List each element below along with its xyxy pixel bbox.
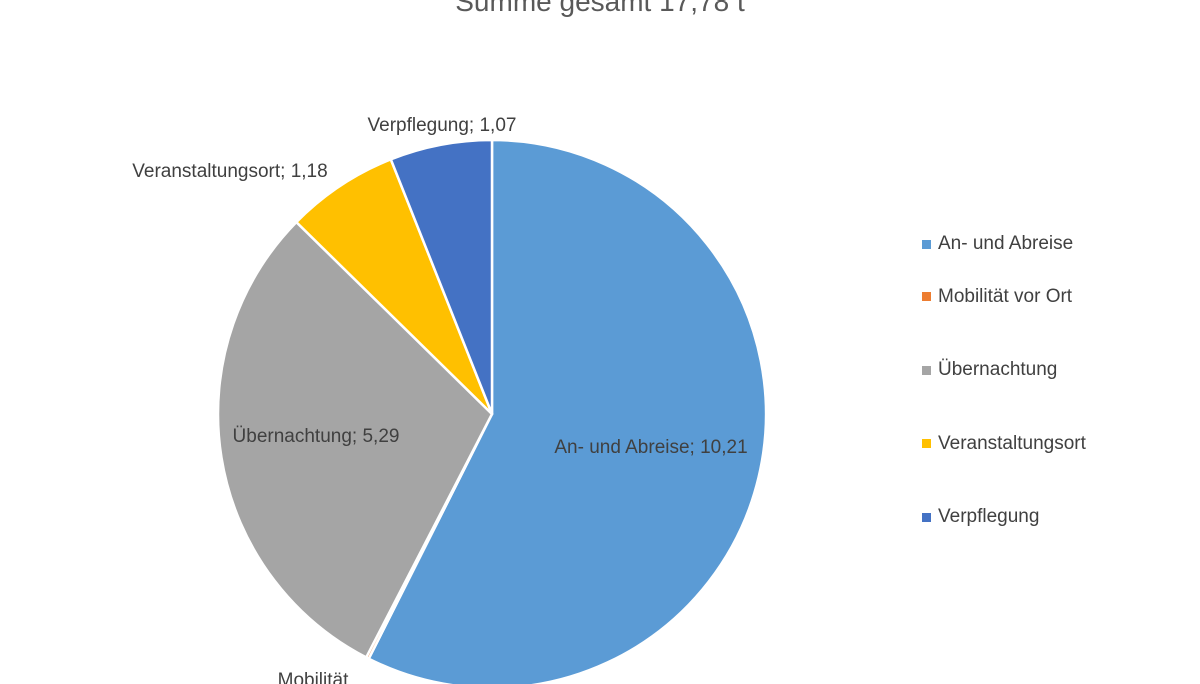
chart-title: Summe gesamt 17,78 t (455, 0, 745, 17)
pie-slice-veranstaltungsort (295, 158, 494, 416)
legend-swatch (922, 439, 931, 449)
data-label-uebernachtung: Übernachtung; 5,29 (233, 426, 400, 447)
legend-label: Veranstaltungsort (938, 432, 1086, 454)
legend-label: An- und Abreise (938, 233, 1074, 254)
data-label-verpflegung: Verpflegung; 1,07 (368, 115, 517, 136)
legend-item-mobilitaet-vor-ort: Mobilität vor Ort (922, 260, 1086, 334)
legend-swatch (922, 512, 931, 522)
legend-label: Verpflegung (938, 506, 1040, 528)
legend-item-an-und-abreise: An- und Abreise (922, 228, 1086, 260)
legend-swatch (922, 292, 931, 302)
legend-item-verpflegung: Verpflegung (922, 481, 1086, 555)
pie-slice-uebernachtung (216, 220, 494, 659)
data-label-an-und-abreise: An- und Abreise; 10,21 (554, 437, 747, 458)
legend-item-veranstaltungsort: Veranstaltungsort (922, 407, 1086, 481)
legend-label: Übernachtung (938, 359, 1058, 381)
legend-swatch (922, 365, 931, 375)
pie-data-labels: An- und Abreise; 10,21 Mobilität Übernacht… (132, 115, 747, 684)
pie-slice-an-und-abreise (367, 138, 768, 684)
legend-swatch (922, 239, 931, 249)
chart-legend: An- und Abreise Mobilität vor Ort Übernach… (922, 228, 1086, 554)
legend-label: Mobilität vor Ort (938, 285, 1073, 307)
data-label-mobilitaet-vor-ort: Mobilität (278, 670, 349, 684)
legend-item-uebernachtung: Übernachtung (922, 334, 1086, 408)
pie-slice-verpflegung (389, 138, 494, 416)
pie-slices (216, 138, 768, 684)
data-label-veranstaltungsort: Veranstaltungsort; 1,18 (132, 161, 327, 182)
